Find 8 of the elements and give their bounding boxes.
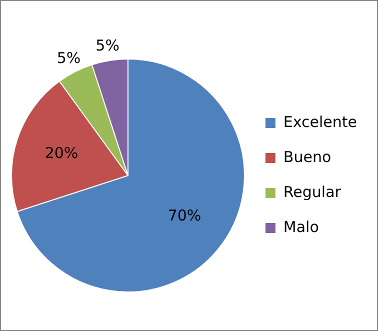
legend-label: Regular	[283, 182, 342, 201]
legend-label: Bueno	[283, 148, 332, 166]
legend-label: Excelente	[283, 112, 358, 131]
data-label: 5%	[96, 36, 120, 55]
data-label: 70%	[168, 206, 202, 224]
data-label: 5%	[56, 49, 81, 68]
legend-label: Malo	[283, 218, 319, 236]
data-label: 20%	[44, 144, 78, 162]
